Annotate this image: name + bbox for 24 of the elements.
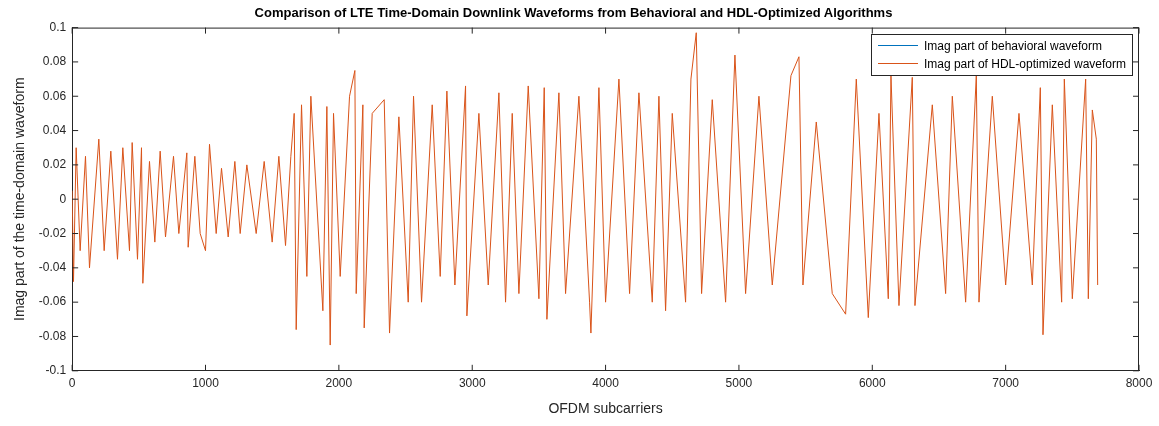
- legend-label: Imag part of HDL-optimized waveform: [923, 55, 1126, 73]
- y-tick-label: 0.08: [42, 54, 67, 69]
- legend-label: Imag part of behavioral waveform: [923, 37, 1103, 55]
- y-tick-label: -0.06: [38, 294, 67, 309]
- chart-title: Comparison of LTE Time-Domain Downlink Waveforms from Behavioral and HDL-Optimized Algorithms: [254, 5, 893, 21]
- y-tick-label: 0.1: [49, 19, 67, 34]
- x-axis-title: OFDM subcarriers: [548, 400, 663, 417]
- x-tick-label: 2000: [325, 376, 353, 391]
- y-tick-label: 0: [59, 191, 67, 206]
- y-tick-label: -0.04: [38, 260, 67, 275]
- x-tick-label: 6000: [858, 376, 886, 391]
- x-tick-label: 3000: [458, 376, 486, 391]
- x-tick-label: 8000: [1125, 376, 1153, 391]
- x-tick-label: 4000: [592, 376, 620, 391]
- x-tick-label: 1000: [192, 376, 220, 391]
- x-tick-label: 7000: [992, 376, 1020, 391]
- y-tick-label: -0.02: [38, 225, 67, 240]
- y-tick-label: 0.02: [42, 157, 67, 172]
- y-tick-label: 0.06: [42, 88, 67, 103]
- x-tick-label: 5000: [725, 376, 753, 391]
- y-tick-label: 0.04: [42, 122, 67, 137]
- y-tick-label: -0.08: [38, 328, 67, 343]
- y-axis-title: Imag part of the time-domain waveform: [11, 77, 28, 321]
- y-tick-label: -0.1: [45, 363, 67, 378]
